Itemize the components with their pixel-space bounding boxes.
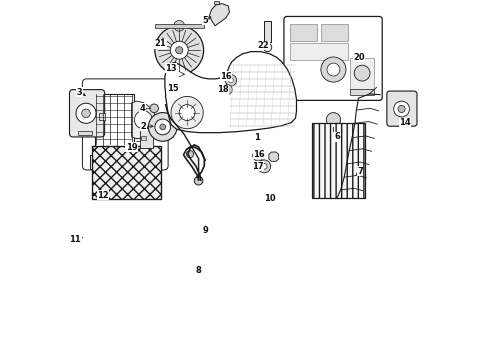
Circle shape [134, 111, 152, 129]
Text: 3: 3 [77, 87, 82, 96]
Bar [165, 72, 168, 77]
Circle shape [320, 57, 346, 82]
Circle shape [148, 113, 177, 141]
Text: 13: 13 [165, 64, 177, 73]
Circle shape [252, 150, 263, 161]
Bar [99, 113, 104, 120]
Circle shape [255, 153, 260, 158]
Circle shape [261, 163, 266, 169]
Circle shape [222, 85, 232, 95]
Circle shape [228, 78, 233, 83]
Circle shape [393, 101, 408, 117]
Bar [264, 21, 270, 42]
Text: 4: 4 [139, 104, 145, 113]
Bar [78, 131, 92, 135]
Circle shape [160, 124, 165, 130]
Bar [290, 24, 317, 41]
Circle shape [81, 109, 90, 118]
Text: 21: 21 [154, 39, 166, 48]
Bar [92, 145, 161, 199]
Circle shape [175, 46, 183, 54]
Circle shape [194, 176, 203, 185]
Circle shape [263, 43, 271, 51]
Text: 6: 6 [334, 132, 340, 141]
Circle shape [325, 113, 340, 127]
Polygon shape [164, 51, 296, 133]
Bar [290, 42, 348, 60]
Circle shape [149, 104, 158, 113]
Text: 14: 14 [399, 118, 410, 127]
Text: 8: 8 [195, 266, 201, 275]
Bar [89, 155, 161, 169]
Bar [140, 135, 145, 140]
Circle shape [397, 105, 405, 113]
Text: 18: 18 [217, 85, 228, 94]
Bar [311, 123, 364, 198]
Bar [140, 128, 153, 148]
Text: 9: 9 [202, 226, 207, 235]
Bar [168, 95, 172, 100]
Bar [167, 90, 184, 102]
Bar [320, 24, 348, 41]
Text: 11: 11 [69, 235, 81, 244]
Text: 22: 22 [257, 41, 269, 50]
Circle shape [186, 150, 193, 158]
Text: 20: 20 [353, 53, 365, 62]
Circle shape [179, 105, 195, 121]
Circle shape [155, 119, 170, 135]
FancyBboxPatch shape [69, 90, 104, 137]
Text: 7: 7 [356, 167, 362, 176]
Bar [311, 123, 364, 198]
Text: 15: 15 [166, 84, 178, 93]
Circle shape [170, 41, 188, 59]
Circle shape [174, 21, 184, 31]
Text: 2: 2 [140, 122, 146, 131]
Bar [169, 72, 172, 77]
Bar [94, 94, 134, 149]
Text: 19: 19 [125, 143, 137, 152]
Circle shape [257, 160, 270, 173]
Circle shape [224, 75, 236, 86]
Polygon shape [131, 101, 156, 139]
Circle shape [76, 103, 96, 123]
Bar [214, 1, 219, 4]
Bar [155, 24, 203, 28]
Text: 12: 12 [97, 190, 108, 199]
Circle shape [155, 26, 203, 75]
FancyBboxPatch shape [386, 91, 416, 126]
Circle shape [326, 63, 339, 76]
Text: 16: 16 [252, 150, 264, 159]
Polygon shape [268, 152, 278, 161]
Text: 17: 17 [252, 162, 264, 171]
Bar [349, 58, 373, 89]
Circle shape [171, 96, 203, 129]
Bar [92, 145, 161, 199]
Polygon shape [209, 4, 229, 26]
Bar [164, 62, 183, 84]
Text: 5: 5 [202, 16, 207, 25]
Circle shape [353, 65, 369, 81]
FancyBboxPatch shape [82, 79, 168, 170]
Text: 16: 16 [220, 72, 231, 81]
Bar [172, 72, 175, 77]
Bar [349, 89, 373, 95]
FancyBboxPatch shape [284, 17, 382, 100]
Text: 10: 10 [263, 194, 275, 203]
Text: 1: 1 [254, 133, 260, 142]
